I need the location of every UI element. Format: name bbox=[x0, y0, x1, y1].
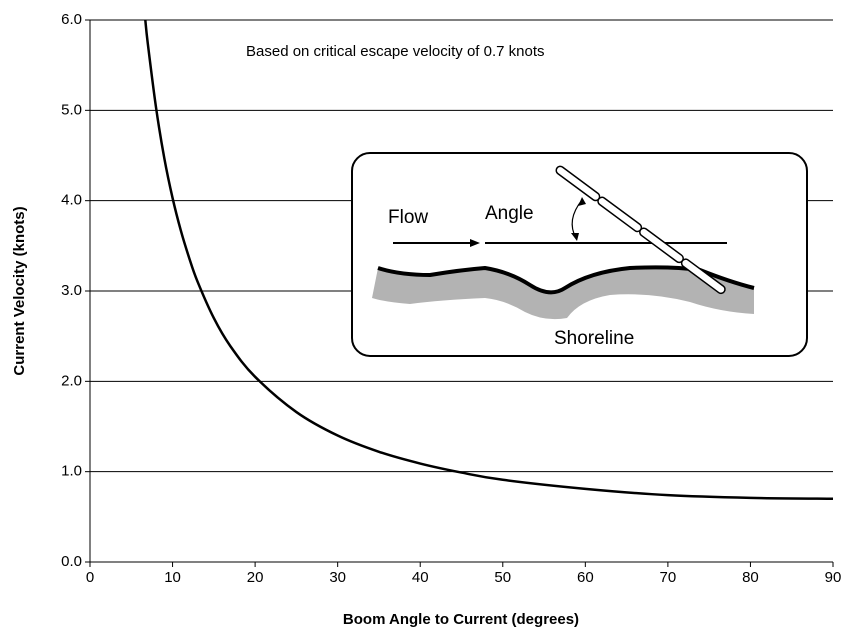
x-axis-label: Boom Angle to Current (degrees) bbox=[343, 611, 579, 628]
x-tick-label: 10 bbox=[164, 569, 181, 586]
y-tick-label: 4.0 bbox=[61, 192, 82, 209]
y-tick-label: 5.0 bbox=[61, 101, 82, 118]
x-tick-label: 80 bbox=[742, 569, 759, 586]
x-tick-label: 30 bbox=[329, 569, 346, 586]
y-tick-label: 0.0 bbox=[61, 553, 82, 570]
y-tick-label: 2.0 bbox=[61, 372, 82, 389]
y-tick-label: 3.0 bbox=[61, 282, 82, 299]
annotation: Based on critical escape velocity of 0.7… bbox=[246, 43, 545, 60]
x-tick-label: 40 bbox=[412, 569, 429, 586]
x-tick-label: 20 bbox=[247, 569, 264, 586]
x-tick-label: 0 bbox=[86, 569, 94, 586]
y-axis-label: Current Velocity (knots) bbox=[11, 206, 28, 375]
y-tick-label: 1.0 bbox=[61, 463, 82, 480]
x-tick-label: 50 bbox=[494, 569, 511, 586]
y-tick-label: 6.0 bbox=[61, 11, 82, 28]
x-tick-label: 90 bbox=[825, 569, 842, 586]
inset-diagram: Flow Angle Shoreline bbox=[352, 153, 807, 356]
flow-label: Flow bbox=[388, 207, 428, 228]
shoreline-label: Shoreline bbox=[554, 328, 634, 349]
chart: Based on critical escape velocity of 0.7… bbox=[0, 0, 844, 635]
angle-label: Angle bbox=[485, 203, 534, 224]
x-tick-label: 70 bbox=[660, 569, 677, 586]
x-tick-label: 60 bbox=[577, 569, 594, 586]
